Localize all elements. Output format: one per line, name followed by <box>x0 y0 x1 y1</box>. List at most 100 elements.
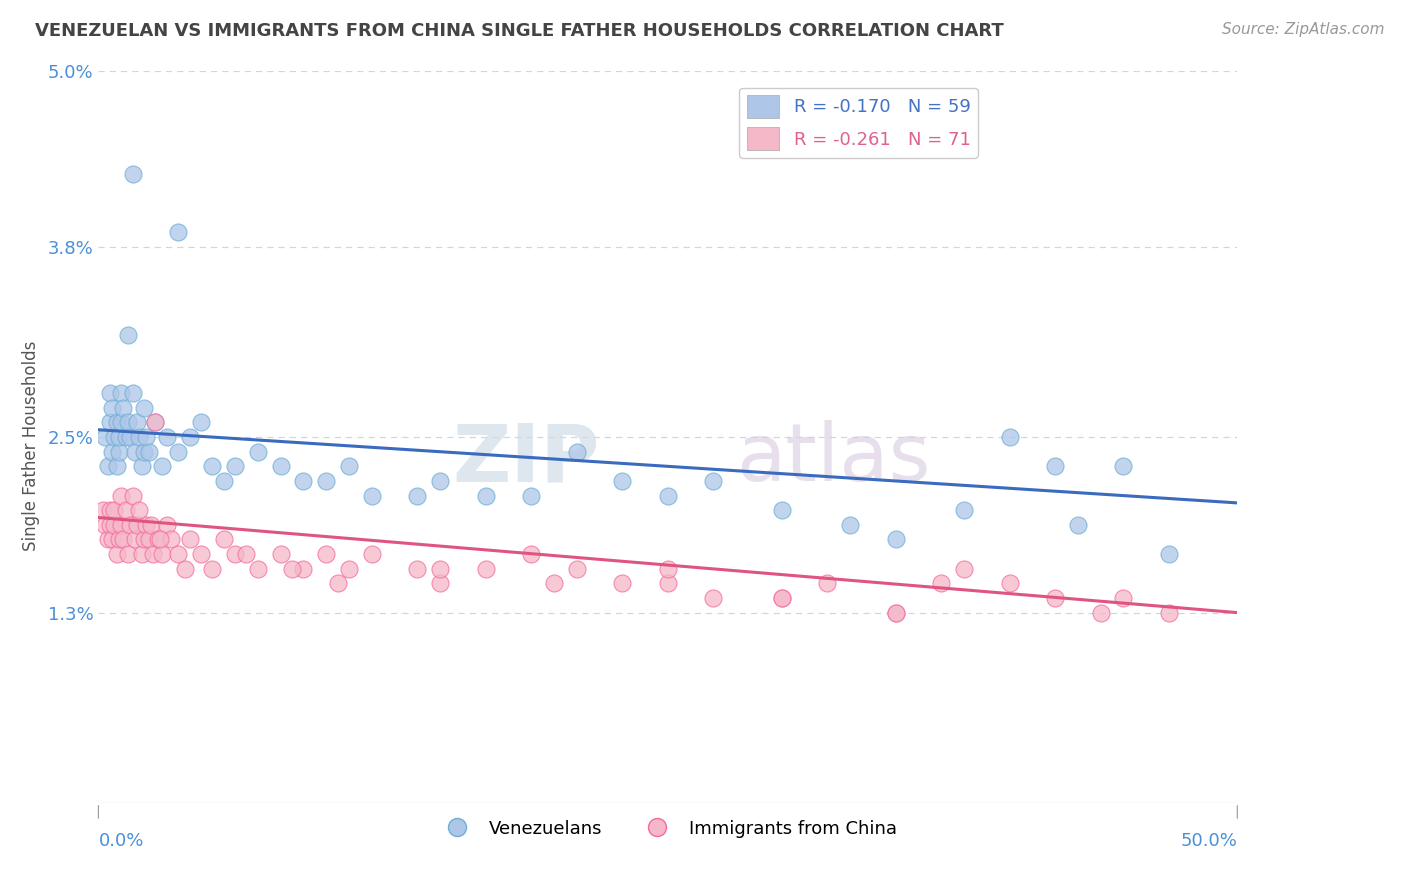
Point <box>474 489 496 503</box>
Point <box>657 576 679 591</box>
Point <box>1112 459 1135 474</box>
Point <box>117 416 139 430</box>
Point <box>131 459 153 474</box>
Text: 0.0%: 0.0% <box>98 832 143 850</box>
Point <box>657 489 679 503</box>
Point <box>406 489 429 503</box>
Point <box>127 416 149 430</box>
Point <box>94 430 117 444</box>
Point <box>1067 517 1090 532</box>
Point <box>132 533 155 547</box>
Point <box>657 562 679 576</box>
Point <box>91 503 114 517</box>
Point <box>1090 606 1112 620</box>
Point <box>132 401 155 415</box>
Point <box>281 562 304 576</box>
Point <box>1043 459 1066 474</box>
Point <box>142 547 165 561</box>
Point <box>156 430 179 444</box>
Point <box>1043 591 1066 605</box>
Point <box>98 517 121 532</box>
Legend: Venezuelans, Immigrants from China: Venezuelans, Immigrants from China <box>432 813 904 845</box>
Point <box>953 503 976 517</box>
Point <box>108 444 131 458</box>
Point <box>224 547 246 561</box>
Point <box>1157 547 1180 561</box>
Point <box>131 547 153 561</box>
Point <box>121 489 143 503</box>
Point <box>315 547 337 561</box>
Point <box>156 517 179 532</box>
Point <box>884 606 907 620</box>
Point <box>128 430 150 444</box>
Point <box>429 576 451 591</box>
Point <box>135 517 157 532</box>
Point <box>121 167 143 181</box>
Point <box>429 562 451 576</box>
Point <box>110 416 132 430</box>
Point <box>212 533 235 547</box>
Point <box>770 591 793 605</box>
Point <box>167 547 190 561</box>
Point <box>135 430 157 444</box>
Point <box>138 533 160 547</box>
Point <box>124 444 146 458</box>
Point <box>114 430 136 444</box>
Point <box>953 562 976 576</box>
Point <box>110 386 132 401</box>
Point <box>474 562 496 576</box>
Point <box>138 444 160 458</box>
Point <box>105 459 128 474</box>
Point <box>96 533 118 547</box>
Point <box>98 416 121 430</box>
Point <box>167 444 190 458</box>
Point <box>149 533 172 547</box>
Point <box>160 533 183 547</box>
Point <box>96 459 118 474</box>
Point <box>292 474 315 488</box>
Point <box>108 430 131 444</box>
Point <box>120 430 142 444</box>
Point <box>998 430 1021 444</box>
Point <box>360 489 382 503</box>
Point <box>150 547 173 561</box>
Point <box>543 576 565 591</box>
Point <box>98 386 121 401</box>
Point <box>998 576 1021 591</box>
Point <box>190 547 212 561</box>
Point <box>565 444 588 458</box>
Point <box>270 459 292 474</box>
Point <box>770 591 793 605</box>
Point <box>770 503 793 517</box>
Text: atlas: atlas <box>737 420 931 498</box>
Point <box>105 416 128 430</box>
Point <box>101 444 124 458</box>
Point <box>612 474 634 488</box>
Point <box>224 459 246 474</box>
Point <box>246 562 269 576</box>
Point <box>1112 591 1135 605</box>
Point <box>1157 606 1180 620</box>
Point <box>127 517 149 532</box>
Point <box>815 576 838 591</box>
Point <box>110 517 132 532</box>
Point <box>94 517 117 532</box>
Point <box>145 416 167 430</box>
Point <box>174 562 197 576</box>
Point <box>120 517 142 532</box>
Point <box>235 547 257 561</box>
Text: Single Father Households: Single Father Households <box>22 341 39 551</box>
Point <box>326 576 349 591</box>
Point <box>167 225 190 239</box>
Point <box>520 489 543 503</box>
Point <box>98 503 121 517</box>
Point <box>929 576 952 591</box>
Point <box>179 430 201 444</box>
Point <box>839 517 862 532</box>
Point <box>114 503 136 517</box>
Point <box>124 533 146 547</box>
Text: VENEZUELAN VS IMMIGRANTS FROM CHINA SINGLE FATHER HOUSEHOLDS CORRELATION CHART: VENEZUELAN VS IMMIGRANTS FROM CHINA SING… <box>35 22 1004 40</box>
Point <box>565 562 588 576</box>
Point <box>337 562 360 576</box>
Point <box>884 533 907 547</box>
